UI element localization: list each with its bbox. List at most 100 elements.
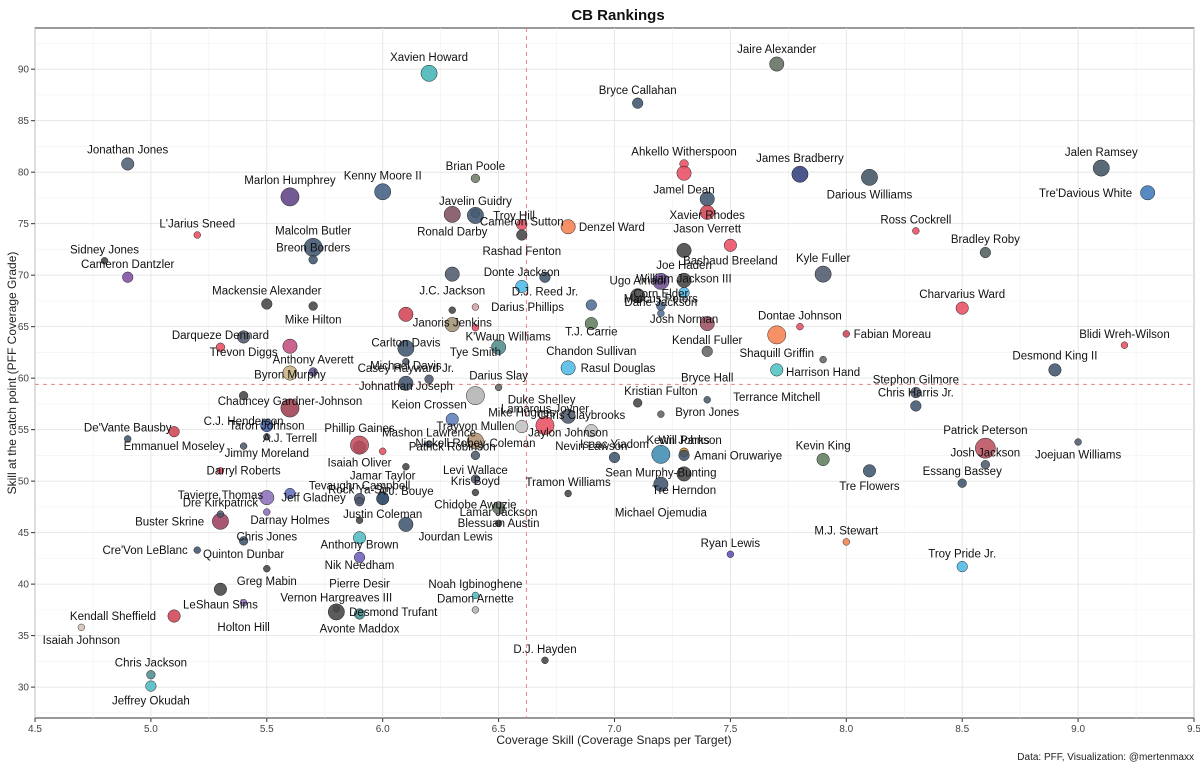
point-label: Joejuan Williams bbox=[1035, 449, 1122, 461]
point-label: Keion Crossen bbox=[391, 400, 466, 412]
chart-title: CB Rankings bbox=[571, 7, 664, 24]
point-label: Emmanuel Moseley bbox=[124, 441, 225, 453]
point-label: Kristian Fulton bbox=[624, 386, 698, 398]
data-point bbox=[215, 342, 226, 352]
point-label: Duke Shelley bbox=[508, 394, 576, 406]
data-point bbox=[353, 608, 366, 620]
point-label: Charvarius Ward bbox=[919, 289, 1005, 301]
data-point bbox=[584, 424, 598, 438]
point-label: Patrick Peterson bbox=[943, 425, 1027, 437]
data-point bbox=[819, 355, 827, 364]
point-label: Justin Coleman bbox=[343, 509, 422, 521]
point-label: Tye Smith bbox=[450, 347, 501, 359]
data-point bbox=[425, 440, 433, 448]
point-label: Chris Jones bbox=[236, 531, 297, 543]
data-point bbox=[167, 609, 181, 623]
point-label: Johnathan Joseph bbox=[359, 381, 453, 393]
point-label: Harrison Hand bbox=[786, 367, 860, 379]
point-label: Essang Bassey bbox=[923, 466, 1003, 478]
point-label: T.J. Carrie bbox=[565, 326, 617, 338]
point-label: Darious Williams bbox=[827, 189, 913, 201]
point-label: Kevin King bbox=[796, 440, 851, 452]
point-label: Xavien Howard bbox=[390, 52, 468, 64]
point-label: Byron Murphy bbox=[254, 369, 326, 381]
data-point bbox=[327, 603, 345, 621]
data-point bbox=[376, 492, 390, 506]
point-label: Jalen Ramsey bbox=[1065, 147, 1138, 159]
data-point bbox=[466, 386, 485, 406]
point-label: Buster Skrine bbox=[135, 516, 204, 528]
data-point bbox=[494, 383, 503, 392]
data-point bbox=[444, 266, 460, 282]
data-point bbox=[975, 437, 996, 459]
point-label: Kris Boyd bbox=[451, 476, 500, 488]
point-label: Rashad Fenton bbox=[482, 246, 561, 258]
point-label: Stephon Gilmore bbox=[873, 374, 959, 386]
data-point bbox=[657, 309, 665, 317]
data-point bbox=[516, 229, 528, 241]
point-label: Jason Verrett bbox=[673, 224, 742, 236]
point-label: Mike Hilton bbox=[285, 314, 342, 326]
data-point bbox=[726, 550, 735, 558]
point-label: Patrick Robinson bbox=[409, 442, 496, 454]
point-label: Corn Elder bbox=[633, 289, 688, 301]
point-label: Janoris Jenkins bbox=[413, 318, 493, 330]
point-label: Ryan Lewis bbox=[701, 538, 761, 550]
data-point bbox=[259, 490, 275, 506]
point-label: Jaylon Johnson bbox=[528, 427, 608, 439]
data-point bbox=[1074, 438, 1082, 446]
point-label: James Bradberry bbox=[756, 153, 844, 165]
point-label: Donte Jackson bbox=[484, 267, 560, 279]
data-point bbox=[471, 591, 480, 600]
point-label: Michael Davis bbox=[370, 360, 442, 372]
data-point bbox=[585, 299, 597, 311]
data-point bbox=[515, 420, 529, 434]
data-point bbox=[535, 416, 555, 435]
x-tick-label: 4.5 bbox=[28, 724, 42, 735]
data-point bbox=[630, 288, 646, 304]
point-label: Chris Harris Jr. bbox=[878, 388, 954, 400]
point-label: Jaire Alexander bbox=[737, 44, 816, 56]
point-label: Byron Jones bbox=[675, 407, 739, 419]
x-tick-label: 6.0 bbox=[376, 724, 390, 735]
x-tick-label: 9.0 bbox=[1071, 724, 1085, 735]
point-label: Kendall Fuller bbox=[672, 335, 742, 347]
point-label: Rasul Douglas bbox=[581, 363, 656, 375]
data-point bbox=[842, 538, 850, 546]
data-point bbox=[676, 242, 692, 258]
data-point bbox=[657, 410, 665, 418]
point-label: Cre'Von LeBlanc bbox=[102, 545, 188, 557]
data-point bbox=[471, 606, 480, 614]
point-label: Trevon Diggs bbox=[210, 347, 278, 359]
data-point bbox=[560, 219, 576, 235]
data-point bbox=[471, 488, 480, 497]
data-point bbox=[651, 445, 671, 464]
data-point bbox=[515, 279, 529, 293]
point-label: Troy Hill bbox=[493, 210, 535, 222]
x-tick-label: 5.5 bbox=[260, 724, 274, 735]
grid-lines bbox=[34, 28, 1195, 718]
data-point bbox=[1092, 159, 1110, 177]
data-point bbox=[124, 435, 132, 443]
data-point bbox=[769, 56, 785, 72]
point-label: Vernon Hargreaves III bbox=[280, 592, 392, 604]
data-points bbox=[77, 56, 1156, 692]
point-label: Rock Ya-Sin bbox=[328, 484, 391, 496]
data-point bbox=[956, 561, 968, 573]
data-point bbox=[261, 298, 273, 310]
point-label: Lamar Jackson bbox=[460, 507, 538, 519]
x-axis: 4.5 5.0 5.5 6.0 6.5 7.0 7.5 8.0 8.5 9.0 9.5 bbox=[28, 718, 1200, 735]
point-label: Marcus Peters bbox=[624, 293, 698, 305]
data-point bbox=[213, 582, 227, 596]
x-tick-label: 8.5 bbox=[955, 724, 969, 735]
y-axis-label: Skill at the catch point (PFF Coverage G… bbox=[5, 252, 19, 495]
point-label: Joe Haden bbox=[656, 260, 712, 272]
point-label: Sidney Jones bbox=[70, 244, 139, 256]
data-point bbox=[770, 363, 784, 377]
data-point bbox=[398, 375, 414, 391]
point-label: Bryce Hall bbox=[681, 373, 733, 385]
data-point bbox=[353, 531, 367, 545]
data-point bbox=[791, 165, 809, 183]
y-tick-label: 60 bbox=[18, 374, 30, 385]
point-label: Jonathan Jones bbox=[87, 145, 168, 157]
